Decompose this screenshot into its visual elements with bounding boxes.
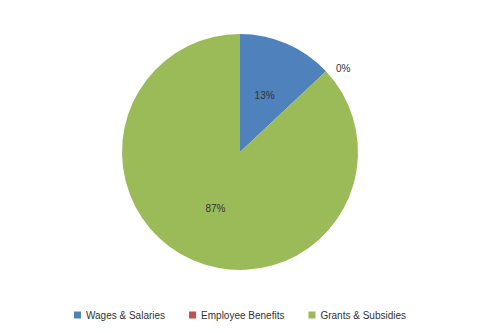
svg-text:Employee Benefits: Employee Benefits <box>201 310 284 321</box>
svg-text:Grants & Subsidies: Grants & Subsidies <box>320 310 406 321</box>
svg-text:0%: 0% <box>336 63 351 74</box>
svg-text:87%: 87% <box>205 203 225 214</box>
svg-text:13%: 13% <box>255 90 275 101</box>
svg-text:Wages & Salaries: Wages & Salaries <box>86 310 165 321</box>
